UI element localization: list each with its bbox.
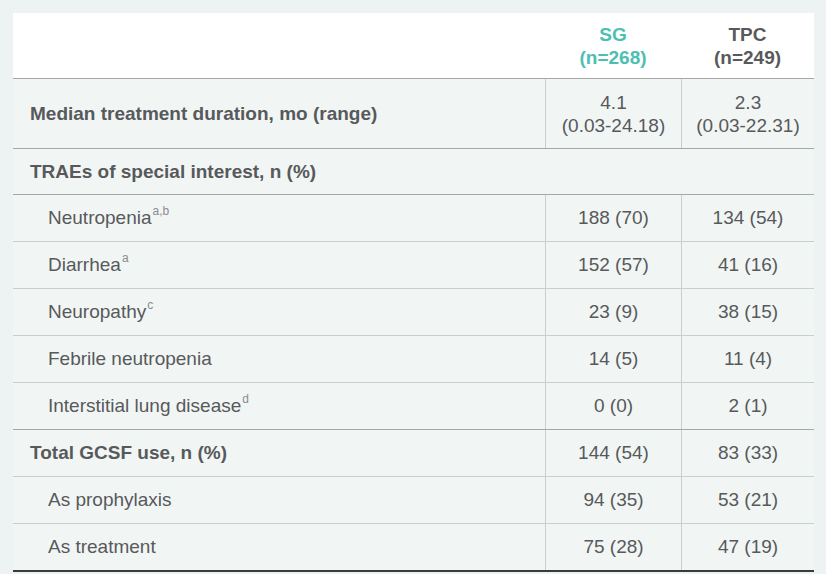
row-label: Febrile neutropenia [13,336,545,382]
tpc-value: 2.3 (0.03-22.31) [681,79,814,148]
row-label: As prophylaxis [13,477,545,523]
sg-value: 144 (54) [545,430,681,476]
row-label: Total GCSF use, n (%) [13,430,545,476]
sg-value: 94 (35) [545,477,681,523]
table-section-header-traes: TRAEs of special interest, n (%) [13,148,814,194]
tpc-value: 41 (16) [681,242,814,288]
tpc-column-n: (n=249) [681,46,814,69]
tpc-duration-range: (0.03-22.31) [682,114,814,137]
row-label-text: Interstitial lung disease [48,396,241,417]
adverse-events-table: SG (n=268) TPC (n=249) Median treatment … [13,13,814,572]
table-row-diarrhea: Diarrheaa 152 (57) 41 (16) [13,241,814,288]
table-header-row: SG (n=268) TPC (n=249) [13,13,814,78]
row-label: Neuropathyc [13,289,545,335]
sg-column-name: SG [545,23,681,46]
row-label-text: Neutropenia [48,208,152,229]
tpc-value: 47 (19) [681,524,814,570]
table-row-febrile-neutropenia: Febrile neutropenia 14 (5) 11 (4) [13,335,814,382]
table-row-as-treatment: As treatment 75 (28) 47 (19) [13,523,814,570]
header-empty-cell [13,13,545,78]
tpc-value: 83 (33) [681,430,814,476]
row-label: Interstitial lung diseased [13,383,545,429]
sg-value: 23 (9) [545,289,681,335]
tpc-value: 2 (1) [681,383,814,429]
row-label: Neutropeniaa,b [13,195,545,241]
sg-value: 75 (28) [545,524,681,570]
sg-duration-median: 4.1 [546,91,681,114]
row-label-text: Febrile neutropenia [48,349,212,370]
sg-value: 14 (5) [545,336,681,382]
sg-duration-range: (0.03-24.18) [546,114,681,137]
table-row-total-gcsf-use: Total GCSF use, n (%) 144 (54) 83 (33) [13,429,814,476]
table-row-interstitial-lung-disease: Interstitial lung diseased 0 (0) 2 (1) [13,382,814,429]
row-label-text: Neuropathy [48,302,146,323]
tpc-value: 134 (54) [681,195,814,241]
sg-value: 152 (57) [545,242,681,288]
sg-value: 0 (0) [545,383,681,429]
row-label: As treatment [13,524,545,570]
table-row-median-duration: Median treatment duration, mo (range) 4.… [13,78,814,148]
footnote-marker: d [242,392,249,406]
tpc-value: 53 (21) [681,477,814,523]
footnote-marker: a [122,251,129,265]
table-row-neutropenia: Neutropeniaa,b 188 (70) 134 (54) [13,194,814,241]
table-row-as-prophylaxis: As prophylaxis 94 (35) 53 (21) [13,476,814,523]
footnote-marker: a,b [153,204,170,218]
tpc-column-name: TPC [681,23,814,46]
table-row-neuropathy: Neuropathyc 23 (9) 38 (15) [13,288,814,335]
row-label: Diarrheaa [13,242,545,288]
sg-value: 4.1 (0.03-24.18) [545,79,681,148]
sg-column-n: (n=268) [545,46,681,69]
footnote-marker: c [147,298,153,312]
tpc-value: 38 (15) [681,289,814,335]
row-label-text: Diarrhea [48,255,121,276]
header-tpc-column: TPC (n=249) [681,13,814,78]
tpc-value: 11 (4) [681,336,814,382]
tpc-duration-median: 2.3 [682,91,814,114]
header-sg-column: SG (n=268) [545,13,681,78]
section-header-label: TRAEs of special interest, n (%) [13,149,814,194]
row-label: Median treatment duration, mo (range) [13,79,545,148]
sg-value: 188 (70) [545,195,681,241]
